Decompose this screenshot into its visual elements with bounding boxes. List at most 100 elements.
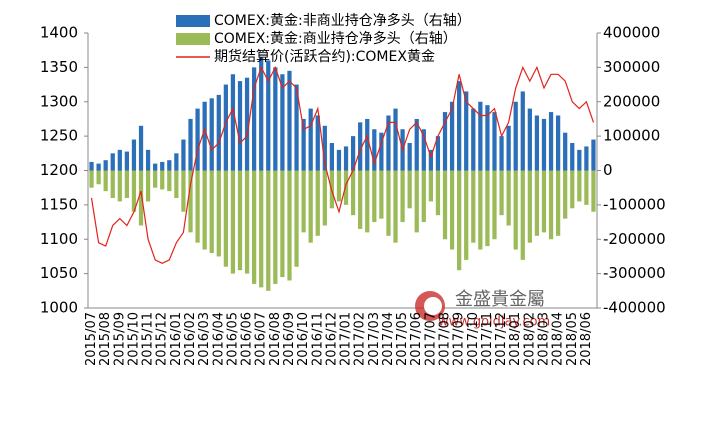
bar [315, 115, 320, 171]
bar [145, 170, 151, 202]
bar [223, 84, 228, 171]
bar [195, 108, 200, 171]
watermark-url: www.goldjay.com [438, 315, 550, 330]
bar [548, 112, 554, 171]
bar [555, 170, 561, 236]
bar [252, 67, 257, 171]
x-tick-label: 2017/04 [381, 312, 396, 366]
bar [386, 170, 391, 236]
bar [527, 108, 532, 171]
bar [435, 136, 441, 171]
bar [513, 170, 518, 250]
y-tick-label: 1200 [40, 161, 78, 179]
y2-tick-label: -200000 [603, 230, 666, 248]
bar [591, 170, 596, 212]
bar [131, 170, 137, 212]
bar [301, 170, 306, 233]
x-tick-label: 2018/01 [508, 312, 523, 366]
bar [259, 170, 264, 288]
bar [202, 101, 207, 171]
bar [209, 170, 214, 253]
bar [301, 118, 306, 171]
bar [336, 149, 342, 171]
bar [202, 170, 207, 250]
y2-tick-label: 400000 [603, 24, 660, 42]
bar [492, 112, 497, 171]
bar [449, 170, 455, 250]
x-tick-label: 2017/07 [423, 312, 438, 366]
x-tick-label: 2017/02 [353, 312, 368, 366]
bar [181, 170, 186, 212]
bar [273, 67, 278, 171]
bar [266, 60, 271, 171]
bar [492, 170, 497, 240]
y2-tick-label: -100000 [603, 195, 666, 213]
bar [160, 170, 165, 190]
bar [167, 160, 172, 171]
legend-swatch [176, 33, 210, 45]
bar [442, 112, 448, 171]
y2-tick-label: -400000 [603, 299, 666, 317]
x-tick-label: 2018/05 [565, 312, 580, 366]
x-tick-label: 2016/08 [268, 312, 283, 366]
x-tick-label: 2017/11 [480, 312, 495, 366]
bar [287, 70, 292, 171]
bar [435, 170, 441, 216]
bar [534, 115, 540, 171]
bar [449, 101, 455, 171]
x-tick-label: 2016/01 [169, 312, 184, 366]
bar [379, 170, 384, 219]
bar [89, 170, 94, 188]
x-tick-label: 2017/09 [452, 312, 467, 366]
bar [209, 98, 214, 171]
bar [534, 170, 540, 236]
x-tick-label: 2015/11 [141, 312, 156, 366]
bar [195, 170, 200, 243]
bar [336, 170, 342, 202]
bar [350, 136, 356, 171]
bar [372, 170, 377, 223]
bar [252, 170, 257, 284]
bar [421, 129, 426, 171]
bar [167, 170, 172, 192]
price-line [90, 65, 595, 264]
bar [407, 170, 412, 209]
bar [145, 149, 151, 171]
x-tick-label: 2016/12 [324, 312, 339, 366]
bar [541, 118, 547, 171]
bar [259, 57, 264, 171]
bar [117, 170, 122, 202]
x-tick-label: 2016/07 [254, 312, 269, 366]
x-tick-label: 2018/03 [536, 312, 551, 366]
bar [577, 170, 582, 202]
bar [96, 170, 101, 185]
x-tick-label: 2016/06 [240, 312, 255, 366]
bar [280, 170, 285, 278]
x-tick-label: 2017/06 [409, 312, 424, 366]
watermark: 金盛貴金屬 www.goldjay.com [415, 289, 550, 330]
bar [230, 74, 236, 171]
y-tick-label: 1350 [40, 58, 78, 76]
x-tick-label: 2017/12 [494, 312, 509, 366]
x-tick-label: 2016/03 [197, 312, 212, 366]
bar [103, 160, 108, 171]
y2-tick-label: 200000 [603, 92, 660, 110]
bar [124, 170, 130, 198]
bar [584, 170, 589, 205]
x-tick-label: 2016/11 [310, 312, 325, 366]
bar [96, 163, 101, 171]
bar [485, 170, 490, 247]
legend-label: 期货结算价(活跃合约):COMEX黄金 [214, 48, 435, 65]
bar [358, 122, 363, 171]
bar [591, 139, 596, 171]
bar [110, 170, 115, 198]
x-tick-label: 2015/08 [98, 312, 113, 366]
bar [478, 101, 483, 171]
x-tick-label: 2017/03 [367, 312, 382, 366]
bar [237, 81, 243, 171]
bar [372, 129, 377, 171]
bar [563, 170, 568, 219]
x-tick-label: 2018/02 [522, 312, 537, 366]
y2-tick-label: 100000 [603, 127, 660, 145]
y-tick-label: 1400 [40, 24, 78, 42]
